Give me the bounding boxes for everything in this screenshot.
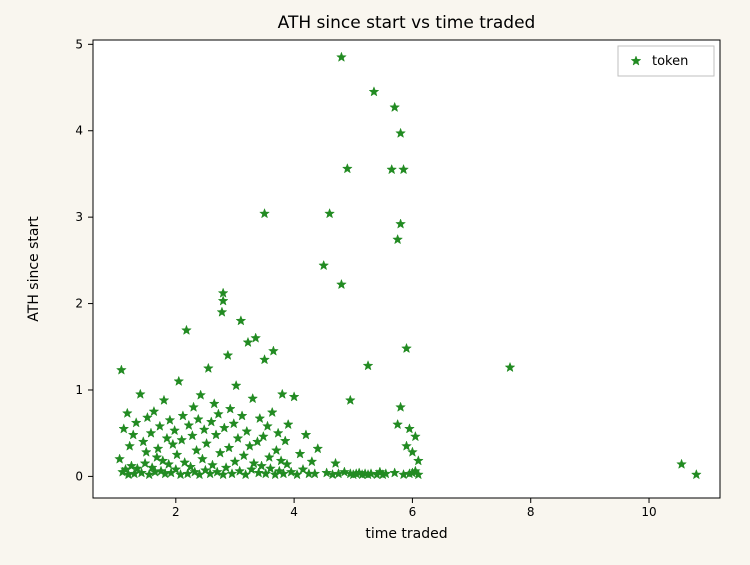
x-tick-label: 4 (290, 505, 298, 519)
chart-container: 2 4 6 8 10 0 1 2 3 4 5 time traded ATH since start AT… (0, 0, 750, 565)
chart-title: ATH since start vs time traded (278, 13, 536, 33)
y-tick-label: 2 (75, 297, 83, 311)
scatter-chart: 2 4 6 8 10 0 1 2 3 4 5 time traded ATH since start AT… (0, 0, 750, 565)
x-tick-label: 6 (409, 505, 417, 519)
y-tick-label: 5 (75, 37, 83, 51)
x-tick-label: 10 (641, 505, 656, 519)
x-tick-label: 8 (527, 505, 535, 519)
y-tick-label: 0 (75, 469, 83, 483)
legend-label: token (652, 54, 688, 69)
plot-area (93, 40, 720, 498)
y-tick-label: 3 (75, 210, 83, 224)
y-tick-label: 1 (75, 383, 83, 397)
x-axis-label: time traded (365, 526, 447, 542)
x-tick-label: 2 (172, 505, 180, 519)
y-axis-label: ATH since start (26, 216, 42, 322)
y-tick-label: 4 (75, 124, 83, 138)
